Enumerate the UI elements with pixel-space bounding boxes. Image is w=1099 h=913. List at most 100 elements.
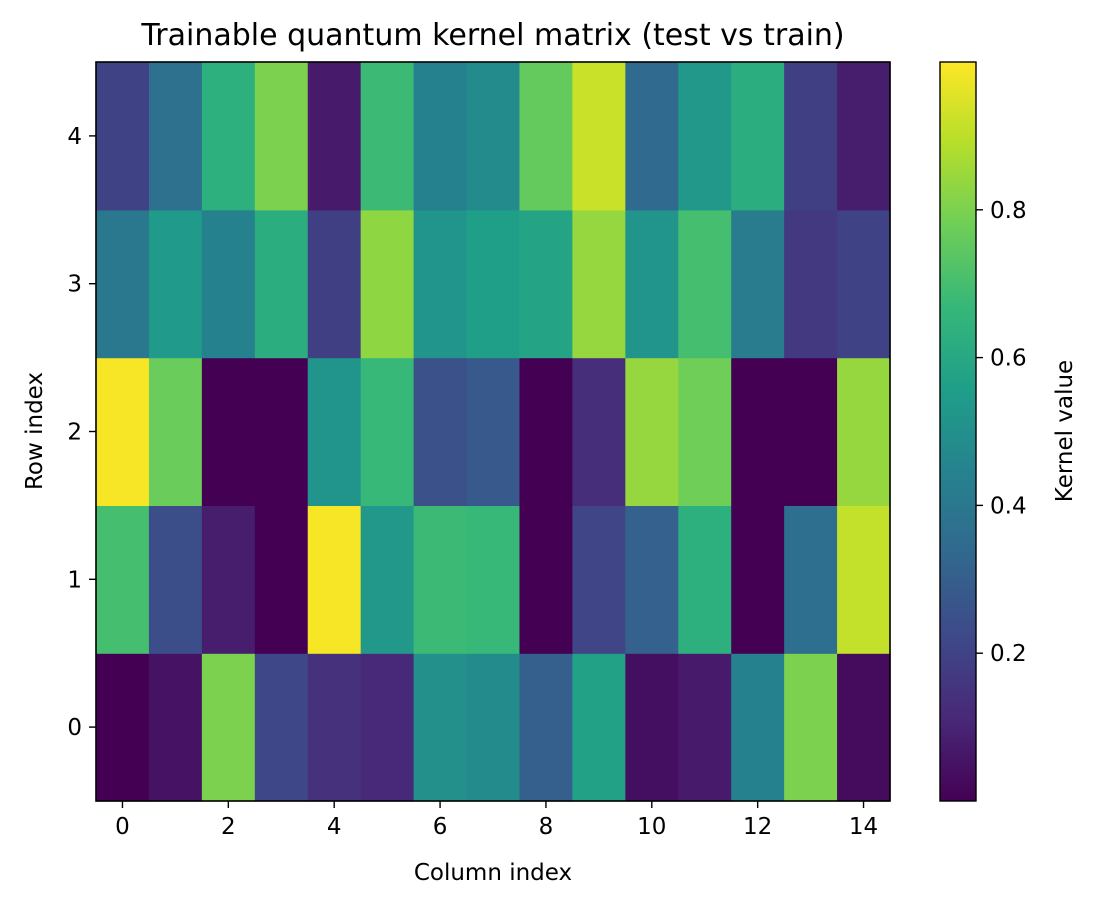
heatmap-cell-r3-c6 xyxy=(413,209,468,359)
heatmap-cell-r1-c9 xyxy=(572,505,626,654)
heatmap-cell-r0-c0 xyxy=(96,653,150,802)
x-tick-label: 14 xyxy=(849,814,878,840)
heatmap-cell-r3-c9 xyxy=(572,209,626,359)
x-tick-label: 0 xyxy=(115,814,130,840)
heatmap-cell-r4-c11 xyxy=(678,62,732,211)
heatmap-cell-r2-c10 xyxy=(625,357,679,506)
heatmap-cell-r1-c13 xyxy=(784,505,838,654)
heatmap-cell-r1-c12 xyxy=(731,505,785,654)
heatmap-cell-r4-c13 xyxy=(784,62,838,211)
heatmap-cell-r4-c4 xyxy=(307,62,362,211)
heatmap-cells xyxy=(96,62,891,802)
heatmap-cell-r2-c5 xyxy=(360,357,415,506)
heatmap-cell-r2-c1 xyxy=(148,357,203,506)
y-axis-label: Row index xyxy=(22,372,48,490)
heatmap-cell-r4-c9 xyxy=(572,62,626,211)
heatmap-cell-r2-c7 xyxy=(466,357,521,506)
x-tick-label: 12 xyxy=(743,814,772,840)
heatmap-cell-r0-c1 xyxy=(148,653,203,802)
heatmap-cell-r4-c10 xyxy=(625,62,679,211)
x-tick-label: 8 xyxy=(539,814,554,840)
heatmap-cell-r0-c6 xyxy=(413,653,468,802)
heatmap-cell-r4-c3 xyxy=(254,62,309,211)
heatmap-cell-r4-c5 xyxy=(360,62,415,211)
heatmap-cell-r2-c12 xyxy=(731,357,785,506)
heatmap-cell-r0-c11 xyxy=(678,653,732,802)
heatmap-cell-r3-c13 xyxy=(784,209,838,359)
heatmap-cell-r3-c0 xyxy=(96,209,150,359)
heatmap-cell-r3-c2 xyxy=(201,209,256,359)
heatmap-cell-r1-c10 xyxy=(625,505,679,654)
heatmap-cell-r0-c13 xyxy=(784,653,838,802)
heatmap-cell-r1-c4 xyxy=(307,505,362,654)
heatmap-cell-r1-c0 xyxy=(96,505,150,654)
heatmap-cell-r0-c5 xyxy=(360,653,415,802)
y-tick-label: 3 xyxy=(67,272,82,298)
x-tick-label: 4 xyxy=(327,814,342,840)
heatmap-cell-r1-c7 xyxy=(466,505,521,654)
heatmap-cell-r2-c9 xyxy=(572,357,626,506)
heatmap-cell-r4-c1 xyxy=(148,62,203,211)
y-tick-label: 4 xyxy=(67,124,82,150)
heatmap-cell-r4-c8 xyxy=(519,62,573,211)
x-tick-label: 10 xyxy=(637,814,666,840)
heatmap-cell-r2-c4 xyxy=(307,357,362,506)
heatmap-cell-r3-c4 xyxy=(307,209,362,359)
heatmap-cell-r3-c3 xyxy=(254,209,309,359)
heatmap-cell-r1-c2 xyxy=(201,505,256,654)
heatmap-cell-r4-c6 xyxy=(413,62,468,211)
colorbar-tick-label: 0.2 xyxy=(990,641,1027,667)
colorbar: 0.2 0.4 0.6 0.8 xyxy=(939,61,1027,802)
heatmap-cell-r2-c6 xyxy=(413,357,468,506)
heatmap-cell-r2-c0 xyxy=(96,357,150,506)
heatmap-cell-r1-c6 xyxy=(413,505,468,654)
heatmap-cell-r0-c10 xyxy=(625,653,679,802)
heatmap-cell-r0-c14 xyxy=(837,653,891,802)
heatmap-cell-r3-c14 xyxy=(837,209,891,359)
y-tick-label: 0 xyxy=(67,715,82,741)
heatmap-cell-r1-c8 xyxy=(519,505,573,654)
heatmap-cell-r0-c4 xyxy=(307,653,362,802)
heatmap-cell-r0-c8 xyxy=(519,653,573,802)
heatmap-cell-r3-c10 xyxy=(625,209,679,359)
colorbar-label: Kernel value xyxy=(1052,360,1078,502)
colorbar-tick-label: 0.6 xyxy=(990,346,1027,372)
heatmap-cell-r1-c14 xyxy=(837,505,891,654)
heatmap-cell-r3-c1 xyxy=(148,209,203,359)
heatmap-cell-r2-c3 xyxy=(254,357,309,506)
heatmap-cell-r3-c12 xyxy=(731,209,785,359)
heatmap-cell-r4-c12 xyxy=(731,62,785,211)
heatmap-cell-r0-c12 xyxy=(731,653,785,802)
heatmap-cell-r1-c5 xyxy=(360,505,415,654)
heatmap-cell-r4-c2 xyxy=(201,62,256,211)
heatmap-cell-r0-c2 xyxy=(201,653,256,802)
heatmap-cell-r3-c11 xyxy=(678,209,732,359)
heatmap-cell-r3-c8 xyxy=(519,209,573,359)
colorbar-tick-label: 0.8 xyxy=(990,198,1027,224)
x-tick-label: 6 xyxy=(433,814,448,840)
heatmap-cell-r1-c11 xyxy=(678,505,732,654)
x-tick-label: 2 xyxy=(221,814,236,840)
heatmap-cell-r1-c1 xyxy=(148,505,203,654)
heatmap-cell-r3-c5 xyxy=(360,209,415,359)
colorbar-gradient xyxy=(940,62,976,801)
x-axis-label: Column index xyxy=(414,860,572,886)
chart-title: Trainable quantum kernel matrix (test vs… xyxy=(140,18,844,53)
heatmap-cell-r0-c9 xyxy=(572,653,626,802)
heatmap-cell-r2-c2 xyxy=(201,357,256,506)
heatmap-cell-r0-c7 xyxy=(466,653,521,802)
heatmap-cell-r4-c14 xyxy=(837,62,891,211)
heatmap-cell-r3-c7 xyxy=(466,209,521,359)
heatmap-cell-r2-c8 xyxy=(519,357,573,506)
y-tick-label: 2 xyxy=(67,420,82,446)
y-tick-label: 1 xyxy=(67,567,82,593)
colorbar-tick-label: 0.4 xyxy=(990,493,1027,519)
heatmap-cell-r2-c14 xyxy=(837,357,891,506)
heatmap-cell-r0-c3 xyxy=(254,653,309,802)
heatmap-cell-r1-c3 xyxy=(254,505,309,654)
heatmap-cell-r4-c7 xyxy=(466,62,521,211)
heatmap-cell-r2-c11 xyxy=(678,357,732,506)
